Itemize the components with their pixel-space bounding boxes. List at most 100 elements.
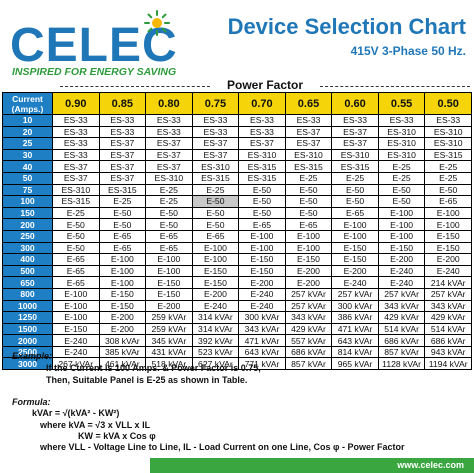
table-row: 10 ES-33 ES-33 ES-33 ES-33 ES-33 ES-33 ES-33 ES-… [2,114,472,127]
device-cell: E-240 [377,264,426,278]
device-cell: ES-33 [331,114,379,127]
device-cell: E-50 [238,206,286,220]
device-cell: ES-33 [52,125,100,139]
device-cell: ES-310 [377,137,426,150]
device-cell: E-65 [191,229,240,243]
device-cell: E-50 [145,218,193,231]
device-cell: E-200 [191,287,240,301]
device-cell: E-240 [191,299,240,313]
device-cell: E-65 [331,206,379,220]
device-cell: E-50 [52,241,100,255]
page-title: Device Selection Chart [227,14,466,39]
device-cell: 300 kVAr [331,299,379,313]
device-cell: ES-37 [98,171,147,185]
device-cell: 343 kVAr [424,299,472,313]
device-cell: 471 kVAr [331,322,379,336]
device-cell: 686 kVAr [284,345,333,359]
device-cell: E-25 [424,160,472,173]
sun-icon [144,10,170,36]
page-subtitle: 415V 3-Phase 50 Hz. [350,44,466,58]
device-cell: 686 kVAr [424,334,472,347]
table-row: 500 E-65 E-100 E-100 E-150 E-150 E-200 E-200 E-2… [2,264,472,278]
device-cell: ES-33 [284,114,333,127]
device-cell: ES-33 [145,114,193,127]
example-line-1: If the Current is 100 Amps. & Power Fact… [46,363,261,373]
device-cell: ES-33 [52,114,100,127]
device-cell: E-65 [284,218,333,231]
device-cell: ES-33 [238,114,286,127]
device-cell: 857 kVAr [377,345,426,359]
device-cell: 257 kVAr [284,287,333,301]
device-cell: 814 kVAr [331,345,379,359]
device-cell: E-100 [424,206,472,220]
device-cell: E-100 [377,206,426,220]
device-cell: 429 kVAr [284,322,333,336]
dashed-rule-right [320,86,470,87]
device-cell: 259 kVAr [145,311,193,324]
device-cell: ES-310 [191,160,240,173]
device-cell: E-150 [191,264,240,278]
table-row: 3000 267 kVAr 461 kVAr 518 kVAr 627 kVAr 771 … [2,357,472,371]
device-cell: E-100 [331,229,379,243]
device-cell: E-100 [145,253,193,266]
device-cell: E-200 [98,311,147,324]
power-factor-header-cell: 0.50 [424,92,472,115]
device-cell: 643 kVAr [331,334,379,347]
current-column-header: Current (Amps.) [2,92,53,115]
device-cell: E-50 [284,206,333,220]
table-row: 50 ES-37 ES-37 ES-310 ES-315 ES-315 E-25 E-25 E-… [2,171,472,185]
device-cell: E-150 [284,253,333,266]
device-selection-table: Current (Amps.) 0.90 0.85 0.80 0.75 0.70 0.65… [2,92,472,371]
device-cell: E-50 [98,218,147,231]
table-row: 800 E-100 E-150 E-150 E-200 E-240 257 kVAr 257 … [2,287,472,301]
device-cell: ES-33 [145,125,193,139]
device-cell: E-240 [331,276,379,289]
device-cell: E-65 [52,276,100,289]
device-cell: ES-37 [191,137,240,150]
power-factor-header-cell: 0.75 [191,92,240,115]
table-row: 250 E-50 E-65 E-65 E-65 E-100 E-100 E-100 E-100 E… [2,229,472,243]
device-cell: E-240 [52,334,100,347]
formula-label: Formula: [12,397,51,407]
table-row: 400 E-65 E-100 E-100 E-100 E-150 E-150 E-150 E-2… [2,253,472,266]
power-factor-header-cell: 0.70 [238,92,286,115]
device-cell: E-100 [424,218,472,231]
device-cell: 257 kVAr [377,287,426,301]
device-cell: ES-33 [424,114,472,127]
device-cell: ES-37 [145,137,193,150]
device-cell: E-65 [52,253,100,266]
device-cell: E-100 [98,253,147,266]
device-cell: 643 kVAr [238,345,286,359]
device-cell: 257 kVAr [331,287,379,301]
device-cell: ES-37 [284,125,333,139]
device-cell: ES-310 [331,148,379,162]
device-cell: ES-310 [238,148,286,162]
current-value-cell: 250 [2,229,53,243]
device-cell: 314 kVAr [191,322,240,336]
device-cell: E-100 [377,229,426,243]
device-cell: 267 kVAr [52,357,100,371]
table-row: 650 E-65 E-100 E-150 E-150 E-200 E-200 E-240 E-2… [2,276,472,289]
device-cell: E-200 [284,276,333,289]
device-cell: ES-310 [377,125,426,139]
power-factor-header-cell: 0.85 [98,92,147,115]
device-cell: 257 kVAr [284,299,333,313]
table-row: 20 ES-33 ES-33 ES-33 ES-33 ES-33 ES-37 ES-37 ES-… [2,125,472,139]
device-cell: E-65 [98,241,147,255]
device-cell: E-100 [284,241,333,255]
footer-url-link[interactable]: www.celec.com [397,460,464,470]
device-cell: ES-33 [377,114,426,127]
current-value-cell: 25 [2,137,53,150]
device-cell: E-65 [424,195,472,208]
device-cell: 300 kVAr [238,311,286,324]
device-cell: E-150 [191,276,240,289]
device-cell: ES-37 [98,148,147,162]
device-cell: E-150 [145,276,193,289]
device-cell: ES-310 [52,183,100,197]
device-cell: E-100 [145,264,193,278]
formula-line-1: kVAr = √(kVA² - KW²) [32,408,120,418]
formula-line-4: where VLL - Voltage Line to Line, IL - L… [40,442,405,452]
device-cell: E-100 [238,241,286,255]
device-cell: E-25 [331,171,379,185]
device-cell: 557 kVAr [284,334,333,347]
